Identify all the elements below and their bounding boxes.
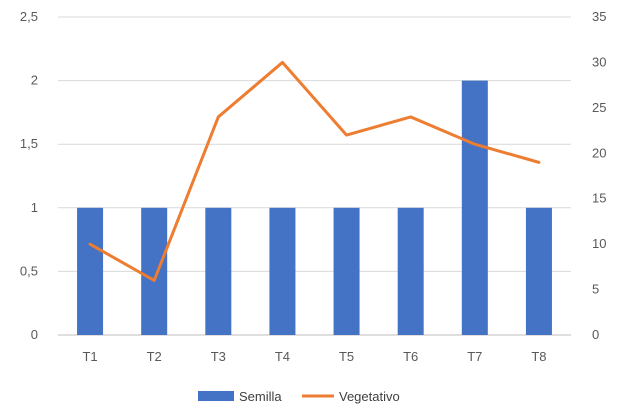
bar-t2 (141, 207, 168, 335)
x-tick-label-t1: T1 (82, 349, 97, 364)
bar-t4 (269, 207, 296, 335)
bar-t7 (461, 80, 488, 335)
left-tick-label: 2 (31, 73, 38, 88)
right-tick-label: 5 (592, 282, 599, 297)
legend-semilla-swatch (198, 391, 234, 401)
x-tick-label-t7: T7 (467, 349, 482, 364)
bar-t5 (333, 207, 360, 335)
vegetativo-polyline (88, 60, 541, 282)
right-tick-label: 30 (592, 54, 606, 69)
right-tick-label: 0 (592, 327, 599, 342)
right-tick-label: 15 (592, 191, 606, 206)
bar-t8 (525, 207, 552, 335)
legend-semilla-label: Semilla (239, 389, 282, 404)
legend-vegetativo-label: Vegetativo (339, 389, 400, 404)
right-tick-label: 20 (592, 145, 606, 160)
x-tick-label-t4: T4 (275, 349, 290, 364)
left-tick-label: 1 (31, 200, 38, 215)
left-axis-ticks: 0 0,5 1 1,5 2 2,5 (20, 9, 38, 342)
right-tick-label: 25 (592, 100, 606, 115)
x-axis-ticks: T1 T2 T3 T4 T5 T6 T7 T8 (82, 349, 546, 364)
right-axis-ticks: 0 5 10 15 20 25 30 35 (592, 9, 606, 342)
x-tick-label-t5: T5 (339, 349, 354, 364)
bar-t3 (205, 207, 232, 335)
right-tick-label: 10 (592, 236, 606, 251)
left-tick-label: 2,5 (20, 9, 38, 24)
right-tick-label: 35 (592, 9, 606, 24)
x-tick-label-t2: T2 (147, 349, 162, 364)
left-tick-label: 1,5 (20, 136, 38, 151)
x-tick-label-t6: T6 (403, 349, 418, 364)
bar-t1 (77, 207, 104, 335)
left-tick-label: 0,5 (20, 263, 38, 278)
vegetativo-line (88, 60, 541, 282)
x-tick-label-t3: T3 (211, 349, 226, 364)
legend: Semilla Vegetativo (198, 389, 400, 404)
left-tick-label: 0 (31, 327, 38, 342)
bar-t6 (397, 207, 424, 335)
semilla-bars (77, 80, 552, 335)
x-tick-label-t8: T8 (531, 349, 546, 364)
gridlines (58, 16, 571, 336)
